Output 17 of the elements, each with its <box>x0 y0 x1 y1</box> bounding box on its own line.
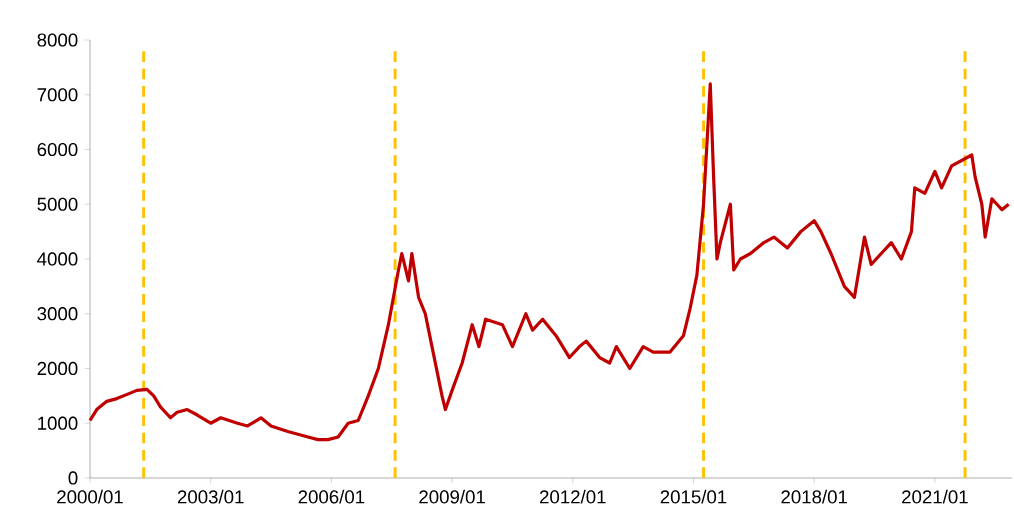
y-tick-label: 4000 <box>37 252 78 266</box>
x-tick-label: 2003/01 <box>177 489 244 504</box>
x-tick-label: 2009/01 <box>419 489 485 504</box>
x-tick-label: 2006/01 <box>298 489 365 504</box>
y-tick-label: 0 <box>68 471 78 485</box>
x-tick-label: 2018/01 <box>781 489 848 504</box>
x-tick-label: 2012/01 <box>540 489 606 504</box>
y-tick-label: 3000 <box>37 307 78 321</box>
y-tick-label: 7000 <box>37 88 78 102</box>
y-tick-label: 2000 <box>37 361 78 376</box>
x-tick-label: 2015/01 <box>660 489 727 504</box>
x-tick-label: 2021/01 <box>902 489 968 504</box>
y-tick-label: 6000 <box>37 142 78 157</box>
x-tick-label: 2000/01 <box>57 489 123 504</box>
y-tick-label: 5000 <box>37 197 78 211</box>
y-tick-label: 1000 <box>38 416 78 430</box>
y-tick-label: 8000 <box>37 33 78 47</box>
